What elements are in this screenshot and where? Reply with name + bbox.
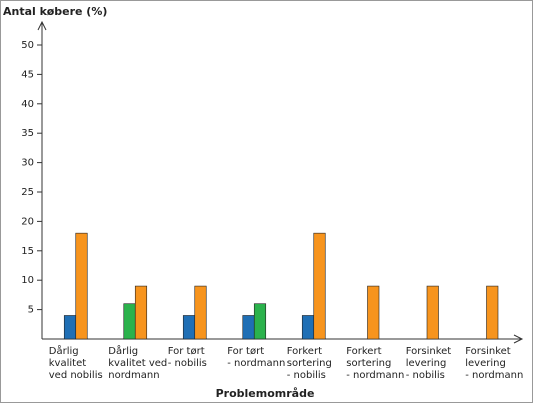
- y-tick-label: 15: [21, 246, 34, 257]
- y-tick-label: 10: [21, 275, 34, 286]
- bar: [301, 315, 315, 340]
- y-tick-label: 40: [21, 99, 34, 110]
- y-tick-label: 5: [28, 305, 34, 316]
- y-tick-label: 30: [21, 158, 34, 169]
- y-tick-label: 25: [21, 187, 34, 198]
- x-arrow: [513, 334, 524, 344]
- x-tick-label: Forsinket levering - nordmann: [465, 346, 523, 381]
- x-tick-label: Forsinket levering - nobilis: [406, 346, 452, 381]
- bar: [367, 285, 380, 340]
- x-tick-label: Forkert sortering - nordmann: [346, 346, 404, 381]
- chart-title: Antal købere (%): [3, 5, 107, 18]
- x-tick-label: Dårlig kvalitet ved nordmann: [108, 344, 167, 381]
- x-tick-label: For tørt - nordmann: [227, 346, 285, 369]
- bar: [253, 303, 267, 340]
- x-tick-label: Dårlig kvalitet ved nobilis: [49, 344, 103, 381]
- bar: [134, 285, 148, 340]
- bar: [182, 315, 196, 340]
- x-tick-label: For tørt - nobilis: [168, 346, 207, 369]
- y-tick-label: 20: [21, 216, 34, 227]
- bar: [123, 303, 136, 340]
- x-axis-label: Problemområde: [216, 387, 315, 400]
- x-tick-label: Forkert sortering - nobilis: [287, 346, 332, 381]
- bar: [313, 232, 326, 340]
- y-tick-label: 35: [21, 128, 34, 139]
- y-tick-label: 50: [21, 40, 34, 51]
- bar: [242, 315, 255, 340]
- bar: [75, 232, 88, 340]
- bar: [426, 285, 439, 340]
- y-tick-label: 45: [21, 69, 34, 80]
- bar: [486, 285, 499, 340]
- bar: [63, 315, 77, 340]
- bar: [194, 285, 207, 340]
- y-arrow: [37, 20, 47, 31]
